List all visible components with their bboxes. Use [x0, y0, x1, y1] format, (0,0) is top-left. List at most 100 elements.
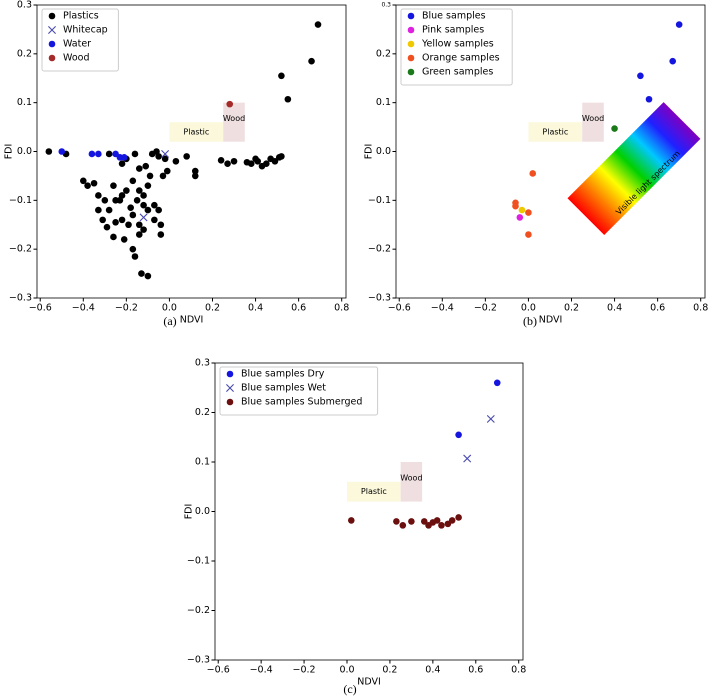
point [226, 100, 234, 108]
x-tick-label: 0.8 [511, 665, 526, 676]
x-tick-label: −0.4 [431, 303, 454, 314]
legend-marker [226, 398, 234, 406]
caption: (b) [523, 314, 537, 328]
point [58, 148, 66, 155]
point [140, 201, 147, 209]
region-label: Plastic [183, 127, 209, 136]
point [123, 187, 130, 194]
point [131, 253, 139, 260]
x-tick-label: 0.4 [425, 665, 440, 676]
spectrum-bar [567, 102, 701, 236]
point [120, 154, 128, 161]
panel: Plastic Wood −0.6 −0.4 −0.2 0.0 0.2 0.4 0.6 0.8 −0… [4, 0, 350, 328]
legend-label: Water [63, 39, 91, 50]
point [191, 167, 199, 175]
point [110, 182, 117, 189]
x-tick-label: −0.2 [293, 665, 316, 676]
y-tick-label: −0.3 [9, 293, 32, 304]
point [408, 518, 415, 525]
point [112, 219, 119, 226]
legend-marker [407, 54, 415, 62]
y-tick-label: 0.2 [376, 48, 391, 59]
point [525, 209, 532, 216]
legend-marker [407, 12, 415, 20]
y-tick-label: −0.2 [368, 244, 391, 255]
point [140, 192, 147, 199]
point [314, 21, 322, 28]
y-tick-label: −0.3 [187, 655, 210, 666]
region-label: Wood [400, 474, 422, 483]
legend-label: Blue samples Wet [241, 383, 326, 394]
point [95, 206, 102, 214]
point [224, 160, 231, 168]
point [125, 221, 132, 229]
region [347, 481, 401, 502]
point [463, 454, 472, 463]
legend-box [41, 8, 119, 72]
point [90, 179, 98, 187]
point [308, 57, 315, 65]
point [267, 155, 274, 163]
legend-label: Plastics [63, 11, 99, 22]
legend-marker [48, 12, 56, 20]
point [151, 216, 158, 224]
legend-marker [48, 26, 56, 34]
panel: Plastic Wood −0.6 −0.4 −0.2 0.0 0.2 0.4 0.6 0.8 −0… [184, 358, 527, 696]
x-tick-label: 0.6 [468, 665, 483, 676]
point [155, 206, 162, 214]
point [420, 518, 428, 525]
point [144, 272, 152, 280]
y-tick-label: −0.1 [187, 556, 210, 567]
region-label: Plastic [542, 127, 568, 136]
x-tick-label: 0.2 [564, 303, 579, 314]
caption: (c) [343, 682, 356, 696]
caption: (a) [163, 314, 176, 328]
y-tick-label: 0.0 [17, 146, 32, 157]
point [120, 236, 128, 243]
point [148, 150, 156, 158]
point [101, 197, 109, 204]
point [518, 206, 526, 214]
point [258, 162, 266, 170]
legend-label: Whitecap [63, 25, 108, 36]
point [151, 201, 158, 209]
point [135, 187, 143, 194]
y-axis-label: FDI [4, 144, 15, 160]
point [252, 155, 259, 163]
legend-marker [407, 68, 415, 76]
y-axis-label: FDI [364, 144, 375, 160]
point [103, 223, 111, 231]
x-tick-label: 0.6 [650, 303, 665, 314]
point [161, 149, 170, 158]
point [611, 125, 618, 132]
point [45, 148, 53, 155]
region-label: Wood [582, 114, 604, 123]
legend-label: Yellow samples [421, 39, 494, 50]
point [138, 270, 145, 277]
point [637, 72, 644, 80]
point [144, 206, 152, 214]
legend-label: Blue samples Submerged [241, 397, 362, 408]
legend-box [400, 8, 513, 86]
point [84, 182, 91, 189]
point [110, 233, 117, 241]
y-tick-label: −0.3 [368, 293, 391, 304]
legend-marker [48, 40, 56, 48]
point [135, 221, 143, 229]
y-tick-label: 0.1 [195, 457, 210, 468]
point [347, 517, 355, 524]
point [118, 216, 126, 224]
point [455, 431, 462, 439]
point [133, 197, 141, 204]
x-tick-label: 0.0 [162, 303, 177, 314]
region [223, 102, 245, 142]
x-tick-label: −0.4 [250, 665, 273, 676]
point [516, 214, 524, 221]
x-tick-label: 0.8 [334, 303, 349, 314]
point [393, 518, 400, 525]
point [529, 170, 537, 177]
x-tick-label: 0.4 [607, 303, 622, 314]
x-tick-label: −0.6 [388, 303, 411, 314]
point [157, 231, 165, 238]
